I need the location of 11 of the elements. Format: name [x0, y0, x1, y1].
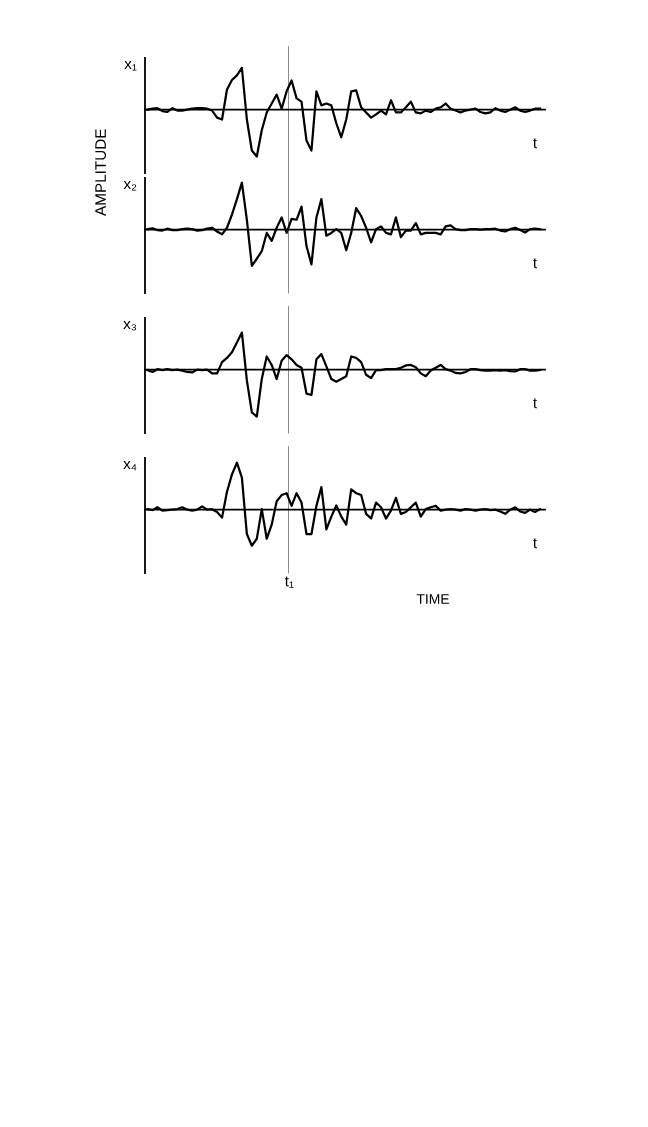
- chart-title: x₂: [123, 181, 137, 191]
- x-axis-title: TIME: [416, 594, 449, 604]
- chart-title: x₄: [123, 461, 137, 471]
- annotation: t: [533, 258, 538, 269]
- annotation: t: [533, 538, 538, 549]
- annotation: t: [533, 398, 538, 409]
- annotation: t: [533, 138, 538, 149]
- text: t₁: [284, 576, 294, 588]
- y-axis-title: AMPLITUDE: [95, 129, 106, 216]
- chart-title: x₁: [124, 61, 137, 71]
- chart-title: x₃: [123, 321, 137, 331]
